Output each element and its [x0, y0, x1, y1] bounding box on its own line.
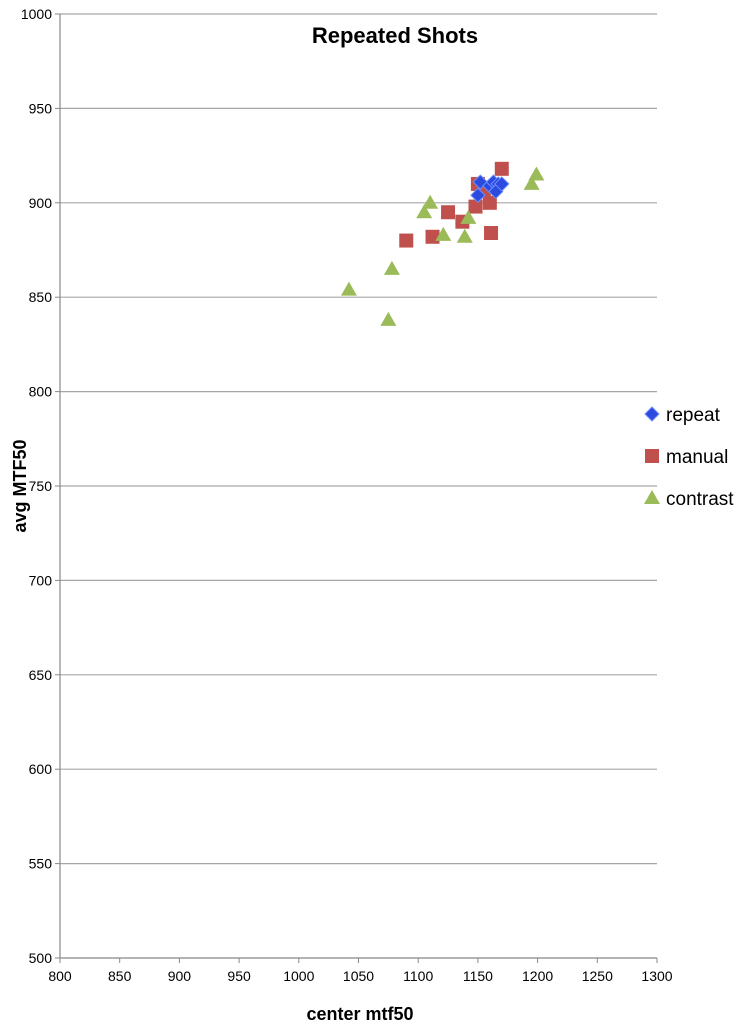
x-tick-label: 1000 — [283, 968, 314, 984]
manual-point — [484, 226, 499, 241]
x-tick-label: 1150 — [463, 968, 493, 984]
contrast-point — [523, 175, 540, 190]
y-tick-label: 500 — [29, 950, 53, 966]
y-tick-label: 600 — [29, 761, 53, 777]
contrast-point — [528, 166, 545, 181]
repeat-point — [470, 187, 486, 203]
x-tick-label: 1300 — [641, 968, 672, 984]
legend-manual-marker — [645, 449, 659, 463]
contrast-point — [460, 209, 477, 224]
legend-contrast-label: contrast — [666, 489, 734, 510]
x-tick-label: 1100 — [403, 968, 433, 984]
y-tick-label: 900 — [29, 195, 53, 211]
legend-contrast-marker — [644, 490, 660, 504]
manual-point — [494, 161, 509, 176]
contrast-point — [340, 281, 357, 296]
chart-title: Repeated Shots — [312, 23, 478, 48]
contrast-point — [456, 228, 473, 243]
x-tick-label: 800 — [48, 968, 72, 984]
manual-point — [441, 205, 456, 220]
y-tick-label: 700 — [29, 572, 53, 588]
contrast-point — [383, 260, 400, 275]
contrast-point — [435, 226, 452, 241]
x-tick-label: 1200 — [522, 968, 553, 984]
x-tick-label: 1050 — [343, 968, 374, 984]
legend-repeat-marker — [644, 406, 660, 422]
x-tick-label: 850 — [108, 968, 132, 984]
repeat-point — [494, 176, 510, 192]
contrast-point — [380, 311, 397, 326]
x-tick-label: 950 — [227, 968, 251, 984]
manual-point — [468, 199, 483, 214]
legend-manual-label: manual — [666, 447, 728, 468]
y-axis-label: avg MTF50 — [10, 439, 30, 532]
x-tick-label: 1250 — [582, 968, 613, 984]
y-tick-label: 1000 — [21, 6, 52, 22]
y-tick-label: 950 — [29, 100, 53, 116]
contrast-point — [422, 194, 439, 209]
manual-point — [425, 229, 440, 244]
manual-point — [482, 195, 497, 210]
y-tick-label: 750 — [29, 478, 53, 494]
y-tick-label: 550 — [29, 856, 53, 872]
x-axis-label: center mtf50 — [306, 1004, 413, 1024]
legend-repeat-label: repeat — [666, 405, 721, 426]
y-tick-label: 650 — [29, 667, 53, 683]
x-tick-label: 900 — [168, 968, 192, 984]
y-tick-label: 800 — [29, 384, 53, 400]
manual-point — [399, 233, 414, 248]
contrast-point — [416, 204, 433, 219]
y-tick-label: 850 — [29, 289, 53, 305]
